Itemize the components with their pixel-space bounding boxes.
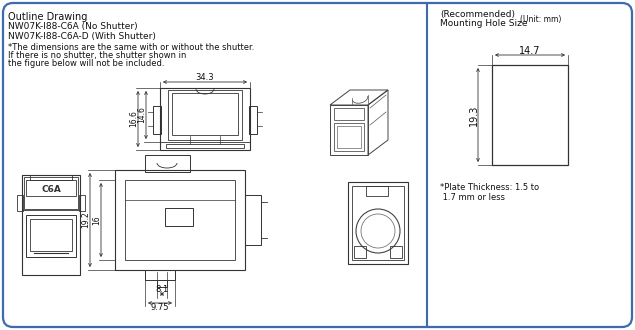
Bar xyxy=(17,195,23,211)
Text: 16: 16 xyxy=(93,215,102,225)
Bar xyxy=(125,180,235,260)
Text: Outline Drawing: Outline Drawing xyxy=(8,12,88,22)
Bar xyxy=(390,246,402,258)
Bar xyxy=(348,182,408,264)
Bar xyxy=(157,280,167,287)
Text: Mounting Hole Size: Mounting Hole Size xyxy=(440,19,528,28)
Bar xyxy=(492,65,568,165)
Bar xyxy=(26,180,76,196)
Text: 9.75: 9.75 xyxy=(150,303,170,312)
Text: 14.7: 14.7 xyxy=(519,46,541,56)
Bar xyxy=(366,186,388,196)
Text: C6A: C6A xyxy=(41,184,61,193)
Bar xyxy=(354,246,366,258)
Bar xyxy=(334,108,364,120)
Text: the figure below will not be included.: the figure below will not be included. xyxy=(8,59,164,68)
Text: NW07K-I88-C6A (No Shutter): NW07K-I88-C6A (No Shutter) xyxy=(8,22,138,31)
Bar xyxy=(22,175,80,275)
Bar xyxy=(352,186,404,260)
Text: (Recommended): (Recommended) xyxy=(440,10,515,19)
Text: (Unit: mm): (Unit: mm) xyxy=(520,15,561,24)
Text: NW07K-I88-C6A-D (With Shutter): NW07K-I88-C6A-D (With Shutter) xyxy=(8,32,156,41)
FancyBboxPatch shape xyxy=(3,3,632,327)
Bar xyxy=(30,175,72,180)
Bar xyxy=(24,177,78,209)
Text: If there is no shutter, the shutter shown in: If there is no shutter, the shutter show… xyxy=(8,51,187,60)
Bar xyxy=(145,155,190,172)
Bar xyxy=(30,219,72,251)
Bar xyxy=(166,144,244,148)
Text: 34.3: 34.3 xyxy=(196,74,215,82)
Bar xyxy=(160,88,250,150)
Bar xyxy=(115,170,245,270)
Bar xyxy=(165,208,193,226)
Bar xyxy=(26,215,76,257)
Text: 16.6: 16.6 xyxy=(130,111,138,127)
Text: 19.3: 19.3 xyxy=(469,104,479,126)
Text: *Plate Thickness: 1.5 to
 1.7 mm or less: *Plate Thickness: 1.5 to 1.7 mm or less xyxy=(440,183,539,202)
Bar xyxy=(172,93,238,135)
Text: 14.6: 14.6 xyxy=(138,107,147,123)
Bar xyxy=(153,106,161,134)
Bar xyxy=(79,195,85,211)
Bar xyxy=(168,90,242,140)
Bar xyxy=(249,106,257,134)
Bar xyxy=(334,123,364,151)
Bar xyxy=(245,195,261,245)
Text: *The dimensions are the same with or without the shutter.: *The dimensions are the same with or wit… xyxy=(8,43,255,52)
Bar xyxy=(337,126,361,148)
Text: 8.1: 8.1 xyxy=(156,285,169,294)
Text: 19.2: 19.2 xyxy=(81,212,91,228)
Bar xyxy=(145,270,175,280)
